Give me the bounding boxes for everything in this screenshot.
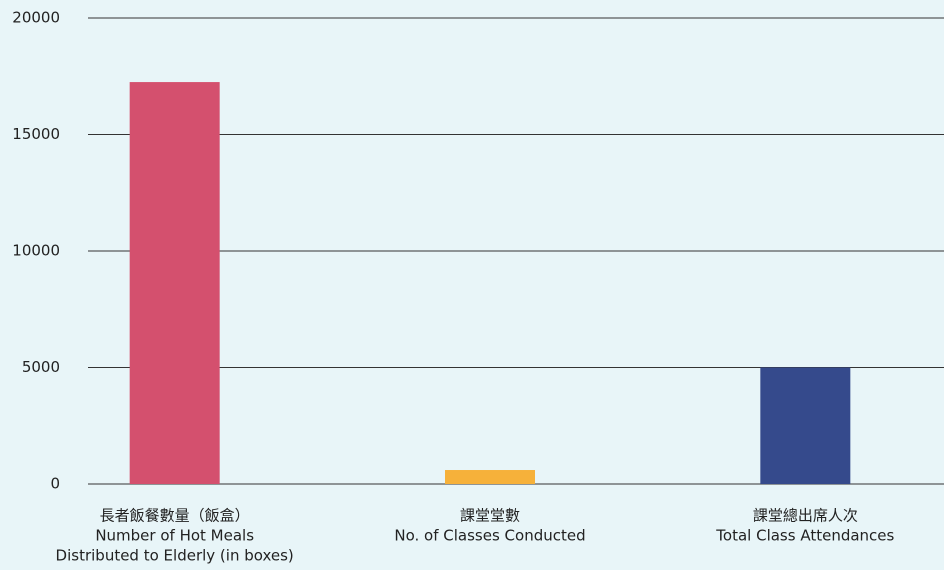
bar — [760, 367, 851, 484]
x-tick-label: 課堂堂數 — [460, 507, 520, 525]
y-tick-label: 0 — [50, 475, 60, 493]
y-tick-label: 10000 — [12, 242, 60, 260]
x-tick-label: Total Class Attendances — [715, 527, 894, 545]
bar — [129, 82, 220, 484]
y-tick-label: 5000 — [22, 358, 60, 376]
y-tick-label: 20000 — [12, 9, 60, 27]
x-tick-label: Number of Hot Meals — [95, 527, 254, 545]
x-tick-label: 課堂總出席人次 — [753, 507, 858, 525]
x-tick-label: No. of Classes Conducted — [394, 527, 585, 545]
y-tick-label: 15000 — [12, 125, 60, 143]
bar — [445, 470, 535, 484]
x-tick-label: Distributed to Elderly (in boxes) — [56, 547, 294, 565]
x-tick-label: 長者飯餐數量（飯盒） — [100, 507, 250, 525]
